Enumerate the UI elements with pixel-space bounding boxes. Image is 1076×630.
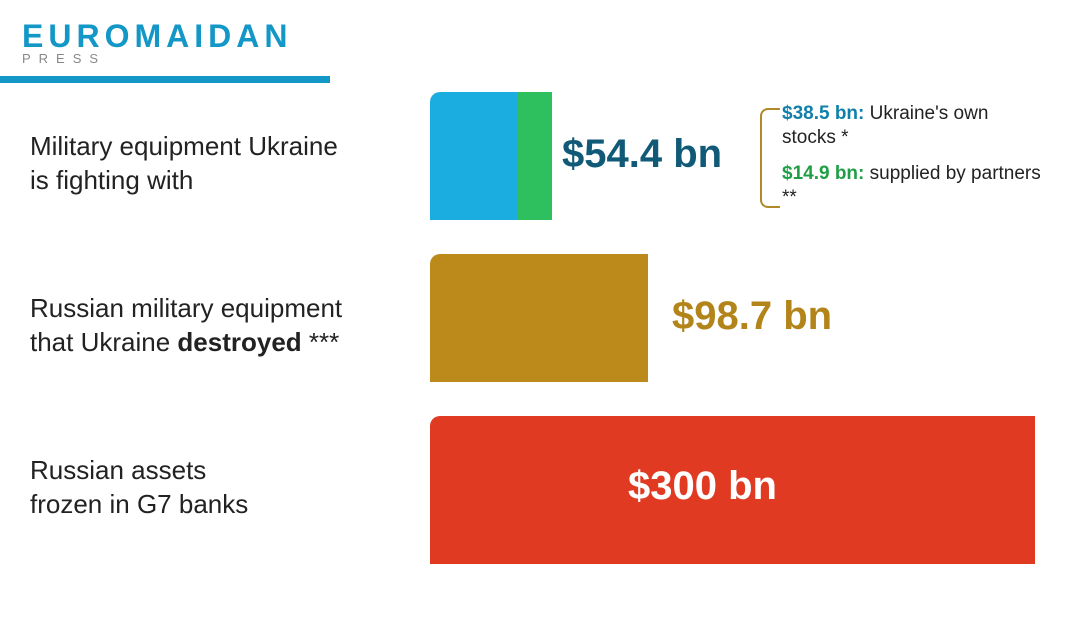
bar: [430, 92, 552, 220]
bar: [430, 254, 648, 382]
logo-title: EUROMAIDAN: [22, 18, 292, 55]
bar-segment-destroyed: [430, 254, 648, 382]
logo-underline: [0, 76, 330, 83]
breakdown-partners: $14.9 bn: supplied by partners **: [782, 162, 1042, 210]
breakdown-own-stocks: $38.5 bn: Ukraine's own stocks *: [782, 102, 1042, 150]
bar-segment-partners: [518, 92, 552, 220]
bar-segment-own-stocks: [430, 92, 518, 220]
breakdown-bracket: [760, 108, 780, 208]
row-label: Military equipment Ukraine is fighting w…: [30, 130, 410, 198]
brand-logo: EUROMAIDAN PRESS: [22, 18, 292, 66]
row-value: $54.4 bn: [562, 132, 722, 177]
row-label: Russian assets frozen in G7 banks: [30, 454, 410, 522]
row-value: $98.7 bn: [672, 294, 832, 339]
row-label: Russian military equipment that Ukraine …: [30, 292, 410, 360]
row-value: $300 bn: [628, 464, 777, 509]
